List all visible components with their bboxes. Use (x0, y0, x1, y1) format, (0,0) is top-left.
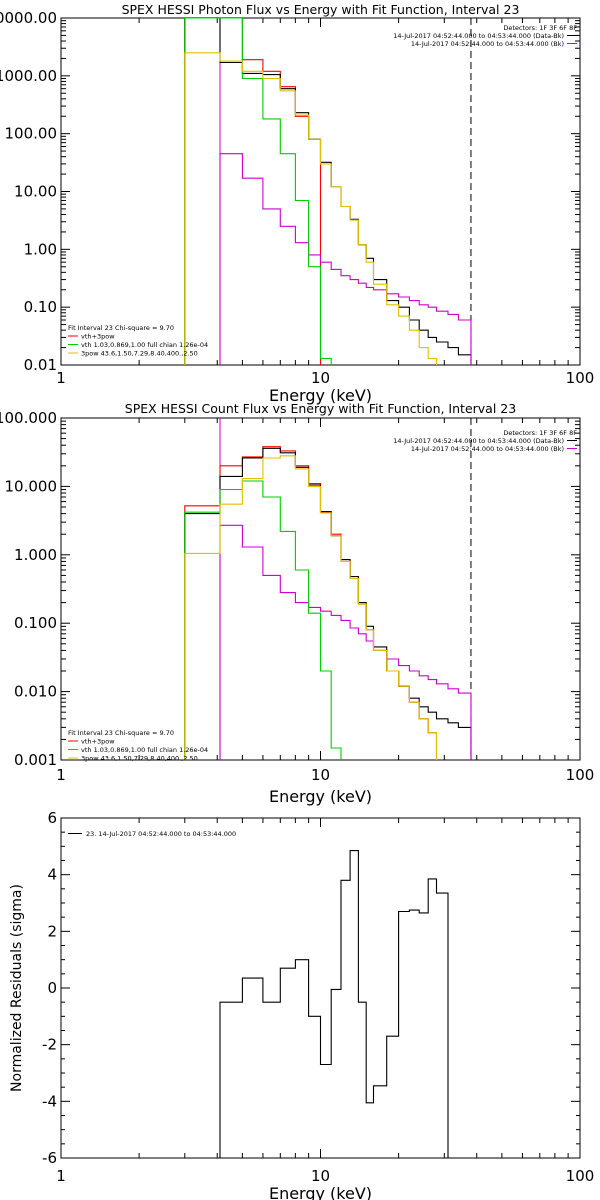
count-flux-fit-legend-label: vth 1.03,0.869,1.00 full chian 1.26e-04 (81, 746, 208, 754)
photon-flux-title: SPEX HESSI Photon Flux vs Energy with Fi… (122, 2, 520, 17)
residuals-legend-label: 23. 14-Jul-2017 04:52:44.000 to 04:53:44… (86, 830, 236, 838)
residuals-y-tick-label: -2 (42, 1036, 57, 1054)
count-flux-y-tick-label: 100.000 (0, 409, 57, 427)
photon-flux-panel: SPEX HESSI Photon Flux vs Energy with Fi… (0, 2, 595, 405)
photon-flux-fit-legend-label: Fit Interval 23 Chi-square = 9.70 (68, 324, 174, 332)
photon-flux-series-vth (184, 18, 332, 365)
photon-flux-series-3pow (184, 52, 438, 365)
count-flux-header-legend-label: 14-Jul-2017 04:52:44.000 to 04:53:44.000… (393, 437, 564, 445)
photon-flux-y-tick-label: 1000.00 (0, 67, 57, 85)
count-flux-y-tick-label: 0.010 (14, 683, 57, 701)
residuals-y-tick-label: 4 (47, 866, 57, 884)
count-flux-plot-frame (60, 417, 581, 761)
count-flux-x-tick-label: 1 (56, 766, 66, 784)
photon-flux-header-legend-label: 14-Jul-2017 04:52:44.000 to 04:53:44.000… (411, 40, 564, 48)
count-flux-y-tick-label: 0.001 (14, 751, 57, 769)
residuals-y-tick-label: 0 (47, 979, 57, 997)
residuals-y-axis-label: Normalized Residuals (sigma) (9, 884, 25, 1092)
photon-flux-fit-legend-label: vth+3pow (81, 333, 115, 341)
photon-flux-y-tick-label: 1.00 (24, 240, 57, 258)
count-flux-header-legend-label: 14-Jul-2017 04:52:44.000 to 04:53:44.000… (411, 445, 564, 453)
count-flux-fit-legend-label: vth+3pow (81, 738, 115, 746)
photon-flux-y-tick-label: 100.00 (5, 125, 58, 143)
count-flux-series-data-bk (184, 447, 472, 760)
residuals-panel: Energy (keV) Normalized Residuals (sigma… (9, 809, 594, 1200)
photon-flux-series-bk (219, 153, 472, 365)
photon-flux-fit-legend-label: vth 1.03,0.869,1.00 full chian 1.26e-04 (81, 341, 208, 349)
photon-flux-series-vth-3pow (184, 18, 322, 365)
photon-flux-x-axis-label: Energy (keV) (269, 386, 372, 405)
count-flux-series-3pow (184, 455, 438, 760)
residuals-plot-frame (60, 817, 581, 1159)
residuals-x-tick-label: 100 (566, 1167, 595, 1185)
count-flux-panel: SPEX HESSI Count Flux vs Energy with Fit… (0, 401, 595, 806)
count-flux-x-axis-label: Energy (keV) (269, 787, 372, 806)
photon-flux-header-legend-label: 14-Jul-2017 04:52:44.000 to 04:53:44.000… (393, 32, 564, 40)
residuals-y-tick-label: -4 (42, 1092, 57, 1110)
residuals-x-tick-label: 10 (311, 1167, 330, 1185)
photon-flux-x-tick-label: 1 (56, 369, 66, 387)
residuals-x-axis-label: Energy (keV) (269, 1184, 372, 1200)
photon-flux-y-tick-label: 0.10 (24, 298, 57, 316)
photon-flux-x-tick-label: 10 (311, 369, 330, 387)
count-flux-fit-legend-label: Fit Interval 23 Chi-square = 9.70 (68, 729, 174, 737)
photon-flux-fit-legend-label: 3pow 43.6,1.50,7.29,8.40,400.,2.50 (81, 350, 198, 358)
count-flux-title: SPEX HESSI Count Flux vs Energy with Fit… (125, 401, 516, 416)
count-flux-y-tick-label: 0.100 (14, 614, 57, 632)
count-flux-x-tick-label: 100 (566, 766, 595, 784)
count-flux-y-tick-label: 10.000 (5, 477, 58, 495)
residuals-y-tick-label: 6 (47, 809, 57, 827)
photon-flux-y-tick-label: 10000.00 (0, 9, 57, 27)
count-flux-x-tick-label: 10 (311, 766, 330, 784)
photon-flux-detectors-label: Detectors: 1F 3F 6F 8F (503, 24, 577, 32)
count-flux-y-tick-label: 1.000 (14, 546, 57, 564)
photon-flux-y-tick-label: 10.00 (14, 183, 57, 201)
count-flux-fit-legend-label: 3pow 43.6,1.50,7.29,8.40,400.,2.50 (81, 755, 198, 763)
residuals-x-tick-label: 1 (56, 1167, 66, 1185)
residuals-y-tick-label: -6 (42, 1149, 57, 1167)
count-flux-series-bk (219, 524, 472, 760)
residuals-y-tick-label: 2 (47, 922, 57, 940)
photon-flux-y-tick-label: 0.01 (24, 356, 57, 374)
photon-flux-x-tick-label: 100 (566, 369, 595, 387)
count-flux-series-vth (184, 480, 342, 760)
residuals-series-23-14-jul-2017-04-52-44-000-to-04-53-44-000 (219, 850, 449, 1158)
count-flux-detectors-label: Detectors: 1F 3F 6F 8F (503, 429, 577, 437)
